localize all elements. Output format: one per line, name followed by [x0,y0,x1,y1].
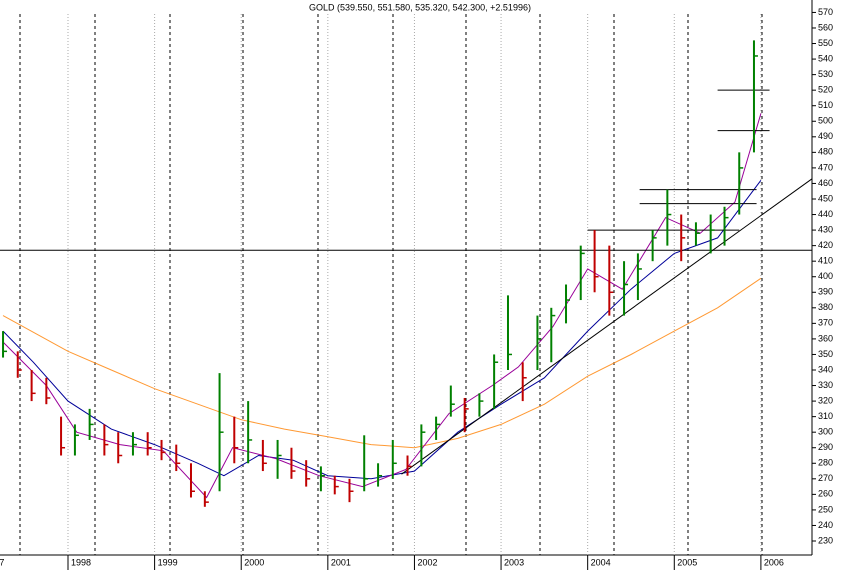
y-tick-label: 460 [818,178,833,188]
y-tick-label: 440 [818,209,833,219]
y-tick-label: 300 [818,427,833,437]
y-tick-label: 310 [818,411,833,421]
y-tick-label: 230 [818,535,833,545]
y-tick-label: 550 [818,38,833,48]
y-tick-label: 380 [818,302,833,312]
y-tick-label: 320 [818,395,833,405]
moving-average [2,113,762,499]
x-tick-label: 2004 [591,557,611,567]
x-tick-label: 2005 [677,557,697,567]
x-tick-label: 2003 [504,557,524,567]
y-tick-label: 520 [818,85,833,95]
y-tick-label: 340 [818,364,833,374]
y-tick-label: 280 [818,458,833,468]
y-tick-label: 240 [818,520,833,530]
x-tick-label: 2002 [417,557,437,567]
y-tick-label: 260 [818,489,833,499]
y-tick-label: 540 [818,53,833,63]
y-tick-label: 570 [818,7,833,17]
y-tick-label: 360 [818,333,833,343]
trend-line [401,178,813,475]
y-tick-label: 450 [818,193,833,203]
y-tick-label: 370 [818,318,833,328]
y-tick-label: 530 [818,69,833,79]
y-tick-label: 330 [818,380,833,390]
y-tick-label: 410 [818,256,833,266]
y-tick-label: 510 [818,100,833,110]
y-tick-label: 290 [818,442,833,452]
x-tick-label: 1998 [71,557,91,567]
y-tick-label: 390 [818,287,833,297]
x-tick-label: 2001 [331,557,351,567]
x-tick-label: 2006 [764,557,784,567]
y-tick-label: 490 [818,131,833,141]
y-tick-label: 400 [818,271,833,281]
y-tick-label: 420 [818,240,833,250]
y-tick-label: 480 [818,147,833,157]
y-tick-label: 560 [818,22,833,32]
y-tick-label: 500 [818,116,833,126]
y-tick-label: 250 [818,504,833,514]
chart-title: GOLD (539.550, 551.580, 535.320, 542.300… [309,2,531,12]
y-tick-label: 270 [818,473,833,483]
y-tick-label: 350 [818,349,833,359]
y-tick-label: 470 [818,162,833,172]
x-tick-label: 1999 [158,557,178,567]
y-tick-label: 430 [818,224,833,234]
x-tick-label: 1997 [0,557,4,567]
x-tick-label: 2000 [244,557,264,567]
